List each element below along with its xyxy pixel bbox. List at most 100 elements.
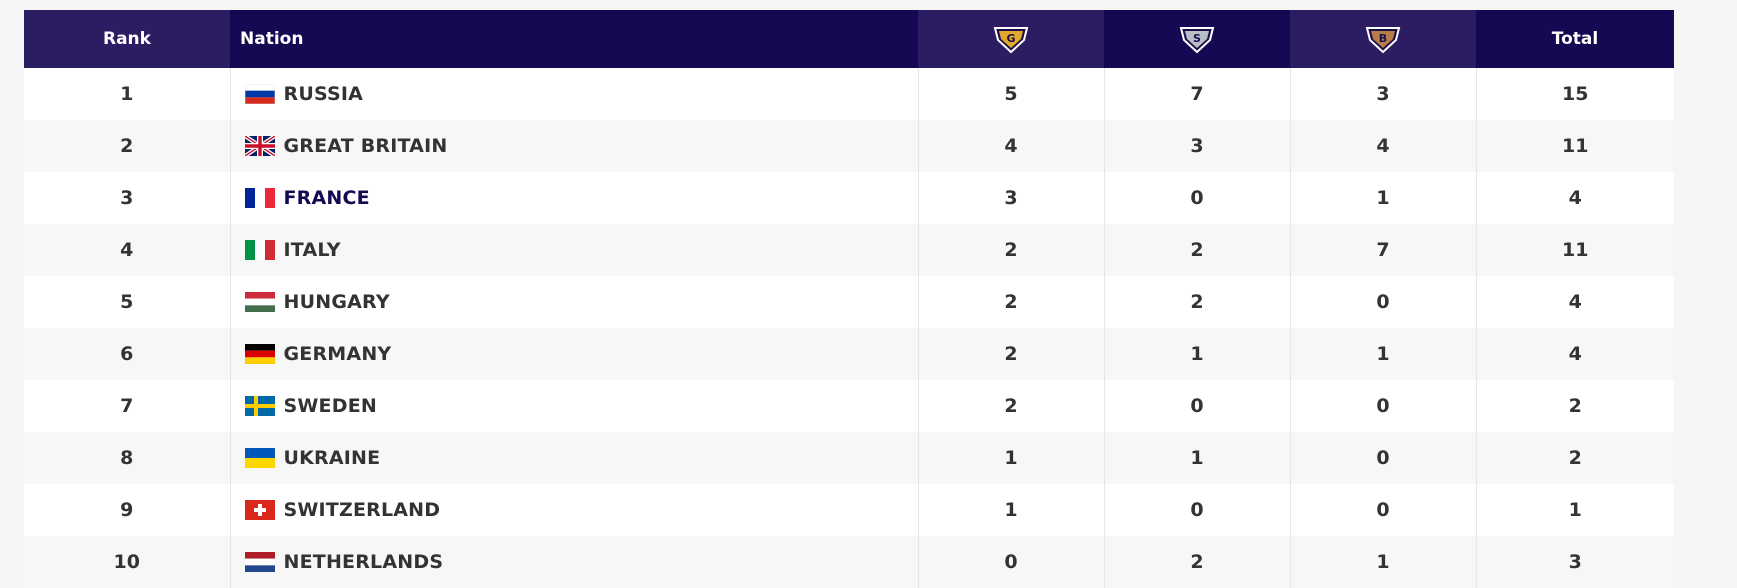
rank-header[interactable]: Rank	[24, 10, 230, 68]
nation-name[interactable]: SWITZERLAND	[283, 499, 441, 521]
bronze-count-cell: 3	[1290, 68, 1477, 120]
medal-table-container: Rank Nation G	[24, 10, 1674, 588]
silver-count-cell: 3	[1104, 120, 1291, 172]
france-flag-icon	[244, 188, 275, 208]
bronze-medal-icon: B	[1290, 23, 1476, 55]
silver-count-cell: 2	[1104, 224, 1291, 276]
silver-count-cell: 2	[1104, 536, 1291, 588]
total-count-cell: 11	[1476, 120, 1674, 172]
nation-cell[interactable]: SWITZERLAND	[230, 484, 919, 536]
nation-name[interactable]: FRANCE	[283, 187, 370, 209]
nation-name[interactable]: NETHERLANDS	[283, 551, 444, 573]
total-count-cell: 3	[1476, 536, 1674, 588]
gold-count-cell: 2	[918, 276, 1105, 328]
silver-count-cell: 0	[1104, 380, 1291, 432]
bronze-count-cell: 7	[1290, 224, 1477, 276]
nation-name[interactable]: UKRAINE	[283, 447, 381, 469]
table-row[interactable]: 4 ITALY 2 2 7 11	[24, 224, 1674, 276]
gold-count-cell: 0	[918, 536, 1105, 588]
bronze-count-cell: 0	[1290, 380, 1477, 432]
table-row[interactable]: 8 UKRAINE 1 1 0 2	[24, 432, 1674, 484]
nation-cell[interactable]: NETHERLANDS	[230, 536, 919, 588]
gold-count-cell: 3	[918, 172, 1105, 224]
gold-count-cell: 5	[918, 68, 1105, 120]
silver-count-cell: 7	[1104, 68, 1291, 120]
russia-flag-icon	[244, 84, 275, 104]
svg-text:G: G	[1006, 32, 1015, 45]
nation-cell[interactable]: RUSSIA	[230, 68, 919, 120]
nation-cell[interactable]: HUNGARY	[230, 276, 919, 328]
gold-count-cell: 1	[918, 484, 1105, 536]
germany-flag-icon	[244, 344, 275, 364]
table-row[interactable]: 5 HUNGARY 2 2 0 4	[24, 276, 1674, 328]
gold-count-cell: 1	[918, 432, 1105, 484]
silver-count-cell: 0	[1104, 484, 1291, 536]
nation-name[interactable]: SWEDEN	[283, 395, 377, 417]
svg-text:S: S	[1193, 32, 1201, 45]
gold-count-cell: 2	[918, 224, 1105, 276]
rank-cell: 2	[24, 120, 231, 172]
nation-name[interactable]: ITALY	[283, 239, 341, 261]
rank-cell: 8	[24, 432, 231, 484]
total-count-cell: 4	[1476, 172, 1674, 224]
table-row[interactable]: 2 GREAT BRITAIN 4 3 4 11	[24, 120, 1674, 172]
sweden-flag-icon	[244, 396, 275, 416]
table-header-row: Rank Nation G	[24, 10, 1674, 68]
rank-cell: 1	[24, 68, 231, 120]
rank-cell: 4	[24, 224, 231, 276]
table-row[interactable]: 7 SWEDEN 2 0 0 2	[24, 380, 1674, 432]
rank-cell: 5	[24, 276, 231, 328]
total-count-cell: 4	[1476, 276, 1674, 328]
bronze-count-cell: 0	[1290, 432, 1477, 484]
total-count-cell: 15	[1476, 68, 1674, 120]
rank-cell: 9	[24, 484, 231, 536]
table-row[interactable]: 3 FRANCE 3 0 1 4	[24, 172, 1674, 224]
total-count-cell: 11	[1476, 224, 1674, 276]
nation-cell[interactable]: SWEDEN	[230, 380, 919, 432]
nation-name[interactable]: GREAT BRITAIN	[283, 135, 448, 157]
silver-count-cell: 1	[1104, 328, 1291, 380]
netherlands-flag-icon	[244, 552, 275, 572]
ukraine-flag-icon	[244, 448, 275, 468]
silver-count-cell: 2	[1104, 276, 1291, 328]
gold-header[interactable]: G	[918, 10, 1104, 68]
total-count-cell: 2	[1476, 432, 1674, 484]
bronze-count-cell: 0	[1290, 276, 1477, 328]
table-row[interactable]: 9 SWITZERLAND 1 0 0 1	[24, 484, 1674, 536]
gold-medal-icon: G	[918, 23, 1104, 55]
total-count-cell: 2	[1476, 380, 1674, 432]
silver-medal-icon: S	[1104, 23, 1290, 55]
nation-cell[interactable]: ITALY	[230, 224, 919, 276]
switzerland-flag-icon	[244, 500, 275, 520]
nation-cell[interactable]: GREAT BRITAIN	[230, 120, 919, 172]
rank-cell: 6	[24, 328, 231, 380]
silver-count-cell: 0	[1104, 172, 1291, 224]
total-header[interactable]: Total	[1476, 10, 1674, 68]
italy-flag-icon	[244, 240, 275, 260]
bronze-count-cell: 4	[1290, 120, 1477, 172]
nation-cell[interactable]: GERMANY	[230, 328, 919, 380]
gold-count-cell: 2	[918, 328, 1105, 380]
total-count-cell: 1	[1476, 484, 1674, 536]
bronze-header[interactable]: B	[1290, 10, 1476, 68]
great-britain-flag-icon	[244, 136, 275, 156]
nation-name[interactable]: HUNGARY	[283, 291, 390, 313]
bronze-count-cell: 1	[1290, 328, 1477, 380]
nation-cell[interactable]: FRANCE	[230, 172, 919, 224]
nation-header[interactable]: Nation	[230, 10, 918, 68]
svg-text:B: B	[1379, 32, 1387, 45]
nation-name[interactable]: GERMANY	[283, 343, 392, 365]
hungary-flag-icon	[244, 292, 275, 312]
silver-header[interactable]: S	[1104, 10, 1290, 68]
total-count-cell: 4	[1476, 328, 1674, 380]
nation-cell[interactable]: UKRAINE	[230, 432, 919, 484]
bronze-count-cell: 0	[1290, 484, 1477, 536]
table-row[interactable]: 1 RUSSIA 5 7 3 15	[24, 68, 1674, 120]
bronze-count-cell: 1	[1290, 536, 1477, 588]
gold-count-cell: 2	[918, 380, 1105, 432]
nation-name[interactable]: RUSSIA	[283, 83, 364, 105]
table-row[interactable]: 6 GERMANY 2 1 1 4	[24, 328, 1674, 380]
table-row[interactable]: 10 NETHERLANDS 0 2 1 3	[24, 536, 1674, 588]
rank-cell: 3	[24, 172, 231, 224]
rank-cell: 7	[24, 380, 231, 432]
